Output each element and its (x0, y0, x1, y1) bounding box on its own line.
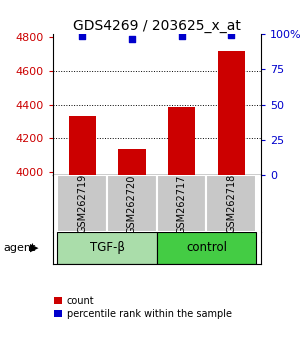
Bar (157, 176, 206, 232)
Bar (107, 176, 157, 232)
Point (229, 32, 234, 38)
Text: control: control (186, 241, 227, 255)
Text: TGF-β: TGF-β (90, 241, 124, 255)
Text: GSM262719: GSM262719 (77, 174, 87, 234)
Legend: count, percentile rank within the sample: count, percentile rank within the sample (54, 296, 232, 319)
Bar (118, 149, 146, 176)
Text: ▶: ▶ (30, 243, 38, 253)
Bar (58, 176, 107, 232)
Text: GSM262720: GSM262720 (127, 174, 137, 234)
Bar (69, 116, 96, 176)
Bar (58, 232, 157, 264)
Text: agent: agent (3, 243, 35, 253)
Point (80, 34, 85, 39)
Bar (168, 107, 195, 176)
Bar (206, 176, 256, 232)
Bar (218, 51, 245, 176)
Text: GSM262718: GSM262718 (226, 174, 236, 234)
Title: GDS4269 / 203625_x_at: GDS4269 / 203625_x_at (73, 19, 241, 33)
Point (130, 36, 134, 42)
Bar (157, 232, 256, 264)
Text: GSM262717: GSM262717 (177, 174, 187, 234)
Point (179, 34, 184, 39)
